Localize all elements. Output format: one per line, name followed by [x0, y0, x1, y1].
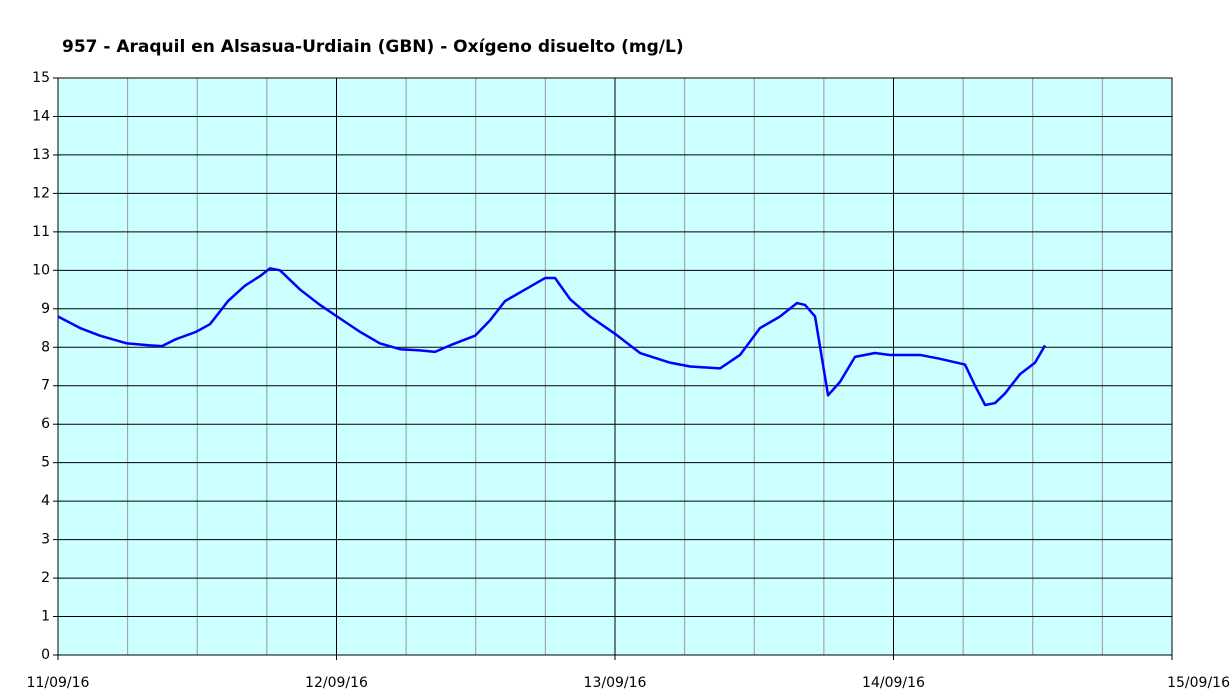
data-line — [57, 267, 1047, 407]
y-tick-label: 5 — [41, 455, 50, 471]
y-tick-label: 11 — [32, 224, 50, 240]
y-tick-label: 4 — [41, 493, 50, 509]
y-tick-label: 2 — [41, 570, 50, 586]
y-tick-label: 9 — [41, 301, 50, 317]
y-tick-label: 1 — [41, 609, 50, 625]
x-tick-label: 11/09/16 — [27, 675, 90, 691]
x-tick-label: 14/09/16 — [862, 675, 925, 691]
x-tick-label: 13/09/16 — [584, 675, 647, 691]
y-tick-label: 0 — [41, 647, 50, 663]
y-tick-label: 7 — [41, 378, 50, 394]
y-tick-label: 3 — [41, 532, 50, 548]
chart-title: 957 - Araquil en Alsasua-Urdiain (GBN) -… — [62, 37, 684, 57]
x-tick-label: 15/09/16 — [1167, 675, 1230, 691]
x-tick-label: 12/09/16 — [305, 675, 368, 691]
y-tick-label: 15 — [32, 70, 50, 86]
y-tick-label: 13 — [32, 147, 50, 163]
y-tick-label: 6 — [41, 416, 50, 432]
y-tick-label: 10 — [32, 262, 50, 278]
y-tick-label: 8 — [41, 339, 50, 355]
y-tick-label: 14 — [32, 108, 50, 124]
y-tick-label: 12 — [32, 185, 50, 201]
